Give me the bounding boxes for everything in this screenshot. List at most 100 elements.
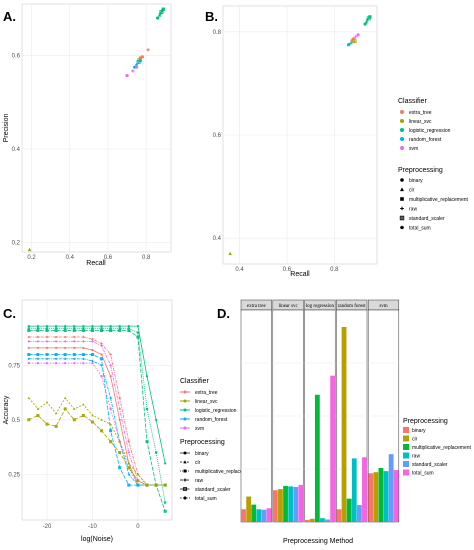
- line-point: [73, 327, 76, 330]
- panel-a: A. 0.2 0.4 0.6 0.8 0.2 0.4 0.6 Recall Precisio…: [3, 3, 172, 267]
- series-line-svm-raw: [28, 340, 166, 486]
- facet-label: extra tree: [247, 304, 267, 309]
- scatter-point: [135, 65, 139, 69]
- line-point: [164, 462, 167, 465]
- line-point: [54, 346, 58, 350]
- y-tick-label: 0.25: [8, 472, 20, 478]
- line-point: [82, 325, 85, 328]
- scatter-point: [228, 251, 232, 256]
- panel-b-grid: [223, 6, 377, 264]
- line-point: [82, 403, 85, 406]
- line-point: [36, 407, 40, 410]
- line-point: [136, 331, 140, 334]
- bar-clr: [309, 518, 315, 522]
- series-line-logistic_regression-binary: [28, 325, 166, 464]
- line-point: [54, 328, 58, 332]
- line-point: [82, 340, 85, 343]
- scatter-point: [368, 15, 372, 19]
- line-point: [81, 413, 85, 417]
- line-point: [36, 340, 40, 343]
- bar-binary: [368, 473, 374, 522]
- line-point: [118, 440, 121, 443]
- line-point: [54, 335, 58, 339]
- line-point: [82, 357, 85, 360]
- panel-a-label: A.: [3, 9, 16, 24]
- panel-b-ticks: 0.4 0.6 0.8 0.4 0.6 0.8: [213, 30, 340, 273]
- line-point: [63, 407, 67, 411]
- line-point: [36, 362, 40, 365]
- bar-total_sum: [266, 508, 272, 522]
- bar-clr: [278, 489, 283, 522]
- line-point: [82, 346, 85, 350]
- legend-c-classifier-title: Classifier: [180, 378, 209, 385]
- bar-total_sum: [298, 484, 304, 522]
- line-point: [145, 375, 149, 378]
- scatter-point: [138, 59, 143, 63]
- scatter-point: [352, 39, 357, 44]
- line-point: [54, 327, 58, 330]
- panel-c-lines: [27, 325, 167, 513]
- legend-shape-multiplicative_replacement: [400, 197, 404, 201]
- legend-label-clr: clr: [195, 460, 201, 466]
- legend-label-logistic_regression: logistic_regression: [195, 408, 237, 414]
- line-point: [109, 407, 112, 411]
- line-point: [154, 451, 158, 454]
- line-point: [118, 328, 122, 332]
- line-point: [118, 407, 121, 411]
- line-point: [136, 483, 140, 487]
- scatter-point: [354, 35, 358, 39]
- line-point: [109, 375, 112, 378]
- legend-shape-binary: [183, 451, 187, 455]
- line-point: [54, 325, 58, 328]
- series-line-linear_svc-clr: [28, 397, 166, 486]
- scatter-point: [27, 247, 32, 252]
- line-point: [27, 357, 30, 360]
- panel-c-label: C.: [3, 306, 16, 321]
- line-point: [145, 440, 149, 444]
- scatter-point: [131, 69, 135, 73]
- line-point: [64, 340, 67, 343]
- bar-raw: [383, 471, 389, 522]
- legend-label-random_forest: random_forest: [409, 137, 442, 143]
- bar-raw: [256, 509, 262, 522]
- line-point: [36, 335, 40, 339]
- line-point: [127, 325, 130, 328]
- panel-c: C. -20 -10 0 0.25 0.5 0.75 log(Noise) Accurac…: [3, 299, 173, 543]
- legend-shape-standard_scaler: [399, 215, 405, 221]
- y-tick-label: 0.2: [12, 241, 21, 247]
- scatter-point: [125, 73, 129, 78]
- line-point: [81, 352, 85, 356]
- scatter-point: [161, 7, 165, 11]
- legend-swatch-raw: [403, 452, 409, 459]
- bar-standard_scaler: [388, 454, 394, 522]
- x-tick-label: -10: [88, 524, 97, 530]
- line-point: [73, 335, 76, 339]
- scatter-point: [157, 13, 162, 17]
- line-point: [45, 357, 49, 360]
- scatter-point: [349, 41, 353, 45]
- legend-swatch-clr: [403, 435, 409, 442]
- line-point: [127, 328, 131, 332]
- bar-raw: [320, 518, 325, 522]
- legend-ab-classifier-title: Classifier: [398, 98, 427, 105]
- line-point: [27, 328, 31, 332]
- panel-c-plot-area: [21, 299, 173, 521]
- line-point: [45, 346, 49, 350]
- legend-swatch-linear_svc: [400, 119, 404, 123]
- line-point: [90, 420, 94, 424]
- legend-swatch-random_forest: [183, 417, 187, 421]
- line-point: [118, 327, 121, 330]
- legend-c: Classifier extra_tree linear_svc logistic_…: [180, 378, 255, 502]
- y-tick-label: 0.4: [213, 236, 222, 242]
- legend-label-standard_scaler: standard_scaler: [412, 462, 448, 468]
- bar-multiplicative_replacement: [346, 498, 352, 522]
- bar-binary: [304, 519, 310, 522]
- line-point: [100, 325, 103, 328]
- line-point: [64, 327, 67, 330]
- x-tick-label: 0.4: [66, 255, 75, 261]
- legend-label-linear_svc: linear_svc: [409, 119, 432, 125]
- line-point: [91, 327, 94, 330]
- line-point: [91, 348, 94, 352]
- series-line-logistic_regression-multiplicative_replacement: [28, 327, 166, 503]
- legend-label-raw: raw: [195, 478, 203, 484]
